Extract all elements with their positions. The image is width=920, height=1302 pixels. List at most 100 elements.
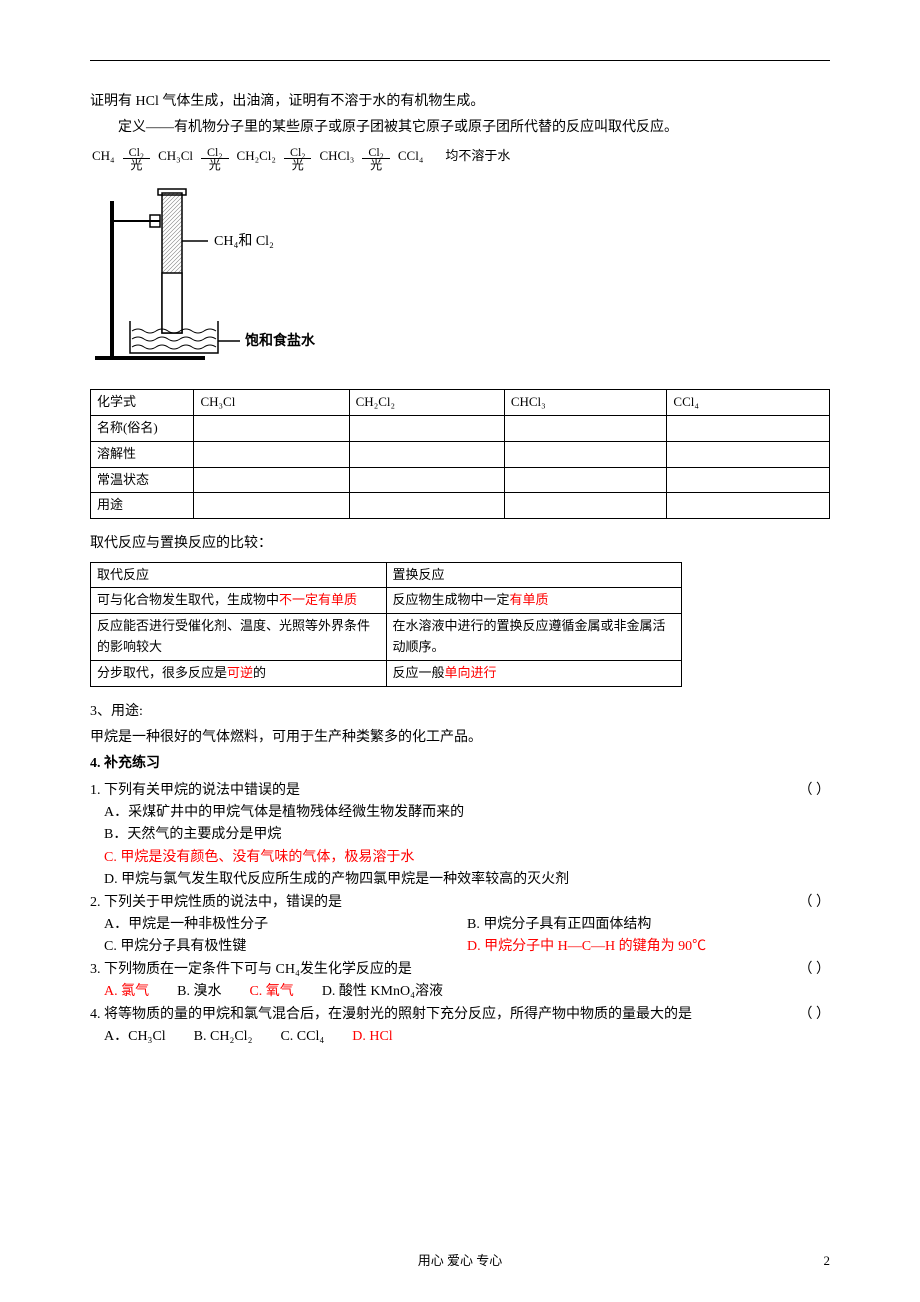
table-cell: CH₂Cl₂ <box>349 390 504 416</box>
table-row: 化学式CH₃ClCH₂Cl₂CHCl₃CCl₄ <box>91 390 830 416</box>
q4-A: A．CH₃Cl <box>104 1026 166 1048</box>
table-row: 分步取代，很多反应是可逆的反应一般单向进行 <box>91 660 682 686</box>
table-cell: 常温状态 <box>91 467 194 493</box>
table-row: 取代反应置换反应 <box>91 562 682 588</box>
q2-paren: （ ） <box>799 892 831 914</box>
table-cell: CHCl₃ <box>504 390 667 416</box>
table-cell: CH₃Cl <box>194 390 349 416</box>
table-cell: 反应物生成物中一定有单质 <box>386 588 682 614</box>
table-row: 可与化合物发生取代，生成物中不一定有单质反应物生成物中一定有单质 <box>91 588 682 614</box>
q1-D: D. 甲烷与氯气发生取代反应所生成的产物四氯甲烷是一种效率较高的灭火剂 <box>104 869 830 891</box>
table-cell <box>667 467 830 493</box>
q2-D: D. 甲烷分子中 H—C—H 的键角为 90℃ <box>467 936 830 958</box>
footer-page: 2 <box>824 1251 831 1272</box>
table-cell: 名称(俗名) <box>91 415 194 441</box>
table-cell <box>667 441 830 467</box>
q4-stem-block: 4. 将等物质的量的甲烷和氯气混合后，在漫射光的照射下充分反应，所得产物中物质的… <box>90 1004 830 1026</box>
table-row: 名称(俗名) <box>91 415 830 441</box>
q1-options: A．采煤矿井中的甲烷气体是植物残体经微生物发酵而来的 B．天然气的主要成分是甲烷… <box>104 802 830 892</box>
table-cell: 可与化合物发生取代，生成物中不一定有单质 <box>91 588 387 614</box>
rx-bot-1: 光 <box>209 159 221 171</box>
table-cell <box>194 415 349 441</box>
table-cell <box>349 493 504 519</box>
q3-A: A. 氯气 <box>104 981 149 1003</box>
reaction-sequence: CH₄ Cl₂ 光 CH₃Cl Cl₂ 光 CH₂Cl₂ Cl₂ 光 CHCl₃… <box>90 146 830 171</box>
table-row: 反应能否进行受催化剂、温度、光照等外界条件的影响较大在水溶液中进行的置换反应遵循… <box>91 614 682 661</box>
table-cell: 分步取代，很多反应是可逆的 <box>91 660 387 686</box>
q1-stem-line: 1. 下列有关甲烷的说法中错误的是 （ ） <box>90 780 830 802</box>
comparison-table: 取代反应置换反应可与化合物发生取代，生成物中不一定有单质反应物生成物中一定有单质… <box>90 562 682 687</box>
cmp-title: 取代反应与置换反应的比较： <box>90 533 830 555</box>
table-cell <box>194 467 349 493</box>
q4-options: A．CH₃Cl B. CH₂Cl₂ C. CCl₄ D. HCl <box>104 1026 830 1048</box>
table-cell: 溶解性 <box>91 441 194 467</box>
page: 证明有 HCl 气体生成，出油滴，证明有不溶于水的有机物生成。 定义——有机物分… <box>0 0 920 1302</box>
practice-title: 4. 补充练习 <box>90 753 830 775</box>
rx-bot-2: 光 <box>292 159 304 171</box>
table-cell <box>194 441 349 467</box>
intro-line2: 定义——有机物分子里的某些原子或原子团被其它原子或原子团所代替的反应叫取代反应。 <box>90 117 830 139</box>
table-cell: 在水溶液中进行的置换反应遵循金属或非金属活动顺序。 <box>386 614 682 661</box>
table-cell: 置换反应 <box>386 562 682 588</box>
rx-top-0: Cl₂ <box>123 146 151 159</box>
page-footer: 用心 爱心 专心 2 <box>0 1251 920 1272</box>
rx-to-0: CH₃Cl <box>156 146 195 167</box>
table-cell: 取代反应 <box>91 562 387 588</box>
q1-A: A．采煤矿井中的甲烷气体是植物残体经微生物发酵而来的 <box>104 802 830 824</box>
apparatus-diagram: CH₄和 Cl₂ 饱和食盐水 <box>90 181 830 379</box>
q3-C: C. 氧气 <box>249 981 293 1003</box>
rx-top-2: Cl₂ <box>284 146 312 159</box>
table-row: 溶解性 <box>91 441 830 467</box>
table-cell <box>349 467 504 493</box>
rx-arrow-1: Cl₂ 光 <box>201 146 229 171</box>
rx-arrow-3: Cl₂ 光 <box>362 146 390 171</box>
rx-tail: 均不溶于水 <box>445 146 510 167</box>
table-cell: 反应一般单向进行 <box>386 660 682 686</box>
q1-stem: 1. 下列有关甲烷的说法中错误的是 <box>90 780 300 802</box>
q1-C: C. 甲烷是没有颜色、没有气味的气体，极易溶于水 <box>104 847 830 869</box>
q3-stem-line: 3. 下列物质在一定条件下可与 CH₄发生化学反应的是 （ ） <box>90 959 830 981</box>
table-cell: 用途 <box>91 493 194 519</box>
q3-D: D. 酸性 KMnO₄溶液 <box>322 981 443 1003</box>
rx-arrow-0: Cl₂ 光 <box>123 146 151 171</box>
q1-B: B．天然气的主要成分是甲烷 <box>104 824 830 846</box>
table-cell <box>504 415 667 441</box>
q3-paren: （ ） <box>799 959 831 981</box>
table-cell <box>349 415 504 441</box>
rx-to-3: CCl₄ <box>396 146 426 167</box>
rx-arrow-2: Cl₂ 光 <box>284 146 312 171</box>
q1-paren: （ ） <box>799 780 831 802</box>
table-cell <box>667 415 830 441</box>
table-cell <box>504 467 667 493</box>
q4-D: D. HCl <box>352 1026 392 1048</box>
q2-stem-line: 2. 下列关于甲烷性质的说法中，错误的是 （ ） <box>90 892 830 914</box>
q3-stem: 3. 下列物质在一定条件下可与 CH₄发生化学反应的是 <box>90 959 412 981</box>
rx-bot-0: 光 <box>130 159 142 171</box>
q4-C: C. CCl₄ <box>280 1026 324 1048</box>
rx-from-0: CH₄ <box>90 146 117 167</box>
table-cell <box>667 493 830 519</box>
rx-bot-3: 光 <box>370 159 382 171</box>
footer-center: 用心 爱心 专心 <box>418 1253 503 1268</box>
properties-table: 化学式CH₃ClCH₂Cl₂CHCl₃CCl₄名称(俗名)溶解性常温状态用途 <box>90 389 830 519</box>
table-cell: CCl₄ <box>667 390 830 416</box>
uses-head: 3、用途: <box>90 701 830 723</box>
q2-A: A．甲烷是一种非极性分子 <box>104 914 467 936</box>
table-cell <box>349 441 504 467</box>
table-cell <box>504 441 667 467</box>
rx-to-1: CH₂Cl₂ <box>235 146 278 167</box>
q4-stem: 4. 将等物质的量的甲烷和氯气混合后，在漫射光的照射下充分反应，所得产物中物质的… <box>90 1004 692 1026</box>
apparatus-solution-label: 饱和食盐水 <box>245 332 316 349</box>
q4-paren: （ ） <box>799 1004 831 1026</box>
table-cell: 化学式 <box>91 390 194 416</box>
uses-body: 甲烷是一种很好的气体燃料，可用于生产种类繁多的化工产品。 <box>90 727 830 749</box>
table-cell <box>504 493 667 519</box>
apparatus-gas-label: CH₄和 Cl₂ <box>214 233 274 249</box>
q4-B: B. CH₂Cl₂ <box>194 1026 253 1048</box>
table-cell: 反应能否进行受催化剂、温度、光照等外界条件的影响较大 <box>91 614 387 661</box>
intro-line1: 证明有 HCl 气体生成，出油滴，证明有不溶于水的有机物生成。 <box>90 91 830 113</box>
table-row: 用途 <box>91 493 830 519</box>
top-rule <box>90 60 830 61</box>
q2-B: B. 甲烷分子具有正四面体结构 <box>467 914 830 936</box>
table-row: 常温状态 <box>91 467 830 493</box>
